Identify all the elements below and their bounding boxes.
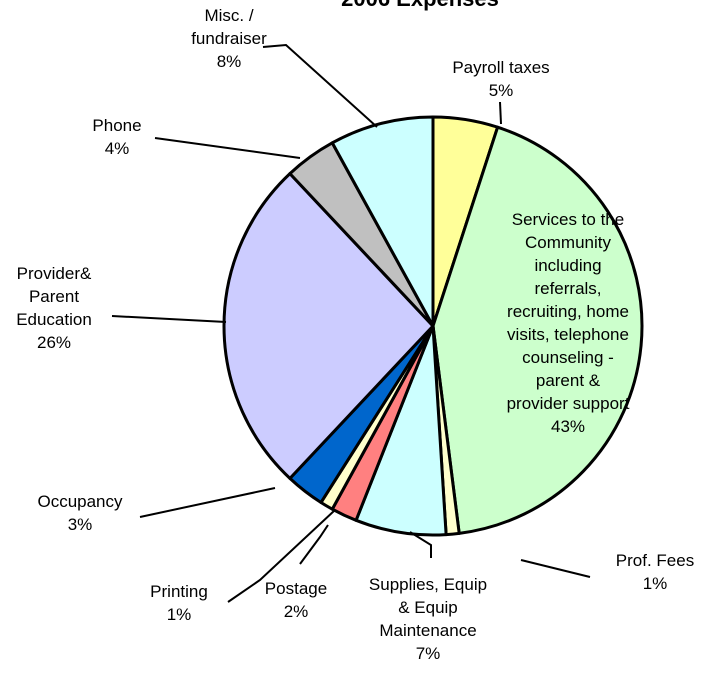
leader-line-prof-fees xyxy=(520,559,591,578)
slice-label-line: 7% xyxy=(416,644,441,663)
slice-label-line: Provider& xyxy=(17,264,92,283)
slice-label-line: referrals, xyxy=(534,279,601,298)
slice-label-prof-fees: Prof. Fees 1% xyxy=(616,551,694,593)
slice-label-supplies-equip-equip-maintenance: Supplies, Equip & Equip Maintenance 7% xyxy=(369,575,487,663)
slice-label-line: 1% xyxy=(643,574,668,593)
leader-line-postage xyxy=(299,524,329,565)
slice-label-line: Maintenance xyxy=(379,621,476,640)
slice-label-services-to-the-community-including-referrals-recruiting-home-visits-telephone-counseling-parent-provider-support: Services to the Community including referra… xyxy=(507,210,630,436)
leader-line-provider-parent-education xyxy=(111,315,227,323)
slice-label-line: 8% xyxy=(217,52,242,71)
slice-label-line: Education xyxy=(16,310,92,329)
slice-label-line: Services to the xyxy=(512,210,624,229)
leader-line-phone xyxy=(154,137,301,159)
slice-label-line: 4% xyxy=(105,139,130,158)
leader-line-supplies-equip-equip-maintenance xyxy=(409,531,432,558)
chart-title: 2006 Expenses xyxy=(341,0,499,11)
slice-label-line: & Equip xyxy=(398,598,458,617)
pie-slice-provider-parent-education xyxy=(222,172,435,480)
slice-label-printing: Printing 1% xyxy=(150,582,208,624)
leader-line-occupancy xyxy=(139,487,276,518)
slice-label-line: 43% xyxy=(551,417,585,436)
slice-label-line: Payroll taxes xyxy=(452,58,549,77)
leader-line-misc-fundraiser xyxy=(262,43,378,128)
slice-label-postage: Postage 2% xyxy=(265,579,327,621)
slice-label-line: counseling - xyxy=(522,348,614,367)
slice-label-misc-fundraiser: Misc. / fundraiser 8% xyxy=(191,6,267,71)
slice-label-line: parent & xyxy=(536,371,601,390)
slice-label-line: Prof. Fees xyxy=(616,551,694,570)
slice-label-line: including xyxy=(534,256,601,275)
slice-label-line: Community xyxy=(525,233,611,252)
slice-label-line: Supplies, Equip xyxy=(369,575,487,594)
slice-label-line: 2% xyxy=(284,602,309,621)
slice-label-line: Phone xyxy=(92,116,141,135)
slice-label-line: Postage xyxy=(265,579,327,598)
slice-label-line: fundraiser xyxy=(191,29,267,48)
slice-label-line: Occupancy xyxy=(37,492,123,511)
slice-label-line: 1% xyxy=(167,605,192,624)
slice-labels: Payroll taxes 5% Services to the Community i… xyxy=(16,6,694,663)
pie-slice-services-to-the-community-including-referrals-recruiting-home-visits-telephone-counseling-parent-provider-support xyxy=(431,125,644,535)
slice-label-line: Printing xyxy=(150,582,208,601)
leader-line-payroll-taxes xyxy=(499,101,502,125)
slice-label-line: visits, telephone xyxy=(507,325,629,344)
slice-label-phone: Phone 4% xyxy=(92,116,141,158)
slice-label-line: 5% xyxy=(489,81,514,100)
slice-label-line: 3% xyxy=(68,515,93,534)
leader-line-printing xyxy=(227,509,336,603)
slice-label-line: Misc. / xyxy=(204,6,253,25)
slice-label-payroll-taxes: Payroll taxes 5% xyxy=(452,58,549,100)
pie-slice-misc-fundraiser xyxy=(330,115,435,328)
slice-label-line: provider support xyxy=(507,394,630,413)
slice-label-line: Parent xyxy=(29,287,79,306)
slice-label-occupancy: Occupancy 3% xyxy=(37,492,123,534)
slice-label-provider-parent-education: Provider& Parent Education 26% xyxy=(16,264,92,352)
slice-label-line: recruiting, home xyxy=(507,302,629,321)
pie-slices xyxy=(222,115,644,537)
slice-label-line: 26% xyxy=(37,333,71,352)
leader-lines xyxy=(111,43,591,603)
